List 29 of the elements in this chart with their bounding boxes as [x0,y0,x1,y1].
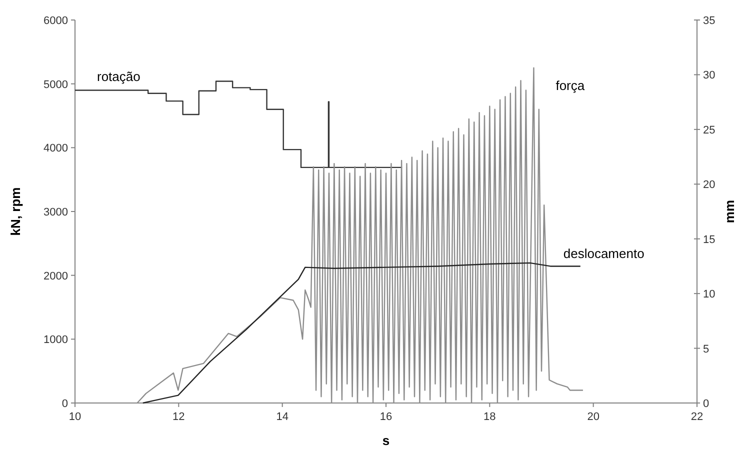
y2-tick-label: 5 [703,343,710,356]
y-tick-label: 2000 [44,270,68,282]
y-axis-title: kN, rpm [8,187,23,236]
x-tick-label: 12 [172,411,185,423]
y-tick-label: 6000 [44,15,68,27]
x-tick-label: 10 [68,411,82,423]
y2-tick-label: 15 [703,234,716,246]
y2-tick-label: 25 [703,124,716,136]
x-tick-label: 14 [276,411,288,423]
x-tick-label: 20 [587,411,600,423]
series-label: rotação [97,69,140,84]
y-tick-label: 0 [62,398,68,410]
line-series [142,262,581,404]
series-label: força [556,78,586,93]
y2-tick-label: 0 [703,398,710,410]
y2-tick-label: 20 [703,179,716,192]
y2-axis-title: mm [722,200,737,224]
y2-tick-label: 35 [703,15,716,27]
x-axis-title: s [382,433,390,448]
series-label: deslocamento [563,246,644,262]
y-tick-label: 3000 [44,206,68,218]
x-tick-label: 18 [484,411,496,423]
x-tick-label: 16 [380,411,392,423]
x-tick-label: 22 [690,411,704,423]
y-tick-label: 1000 [44,334,68,346]
y2-tick-label: 10 [703,288,716,301]
y-tick-label: 4000 [44,142,68,155]
y-tick-label: 5000 [44,78,68,91]
y2-tick-label: 30 [703,70,716,82]
